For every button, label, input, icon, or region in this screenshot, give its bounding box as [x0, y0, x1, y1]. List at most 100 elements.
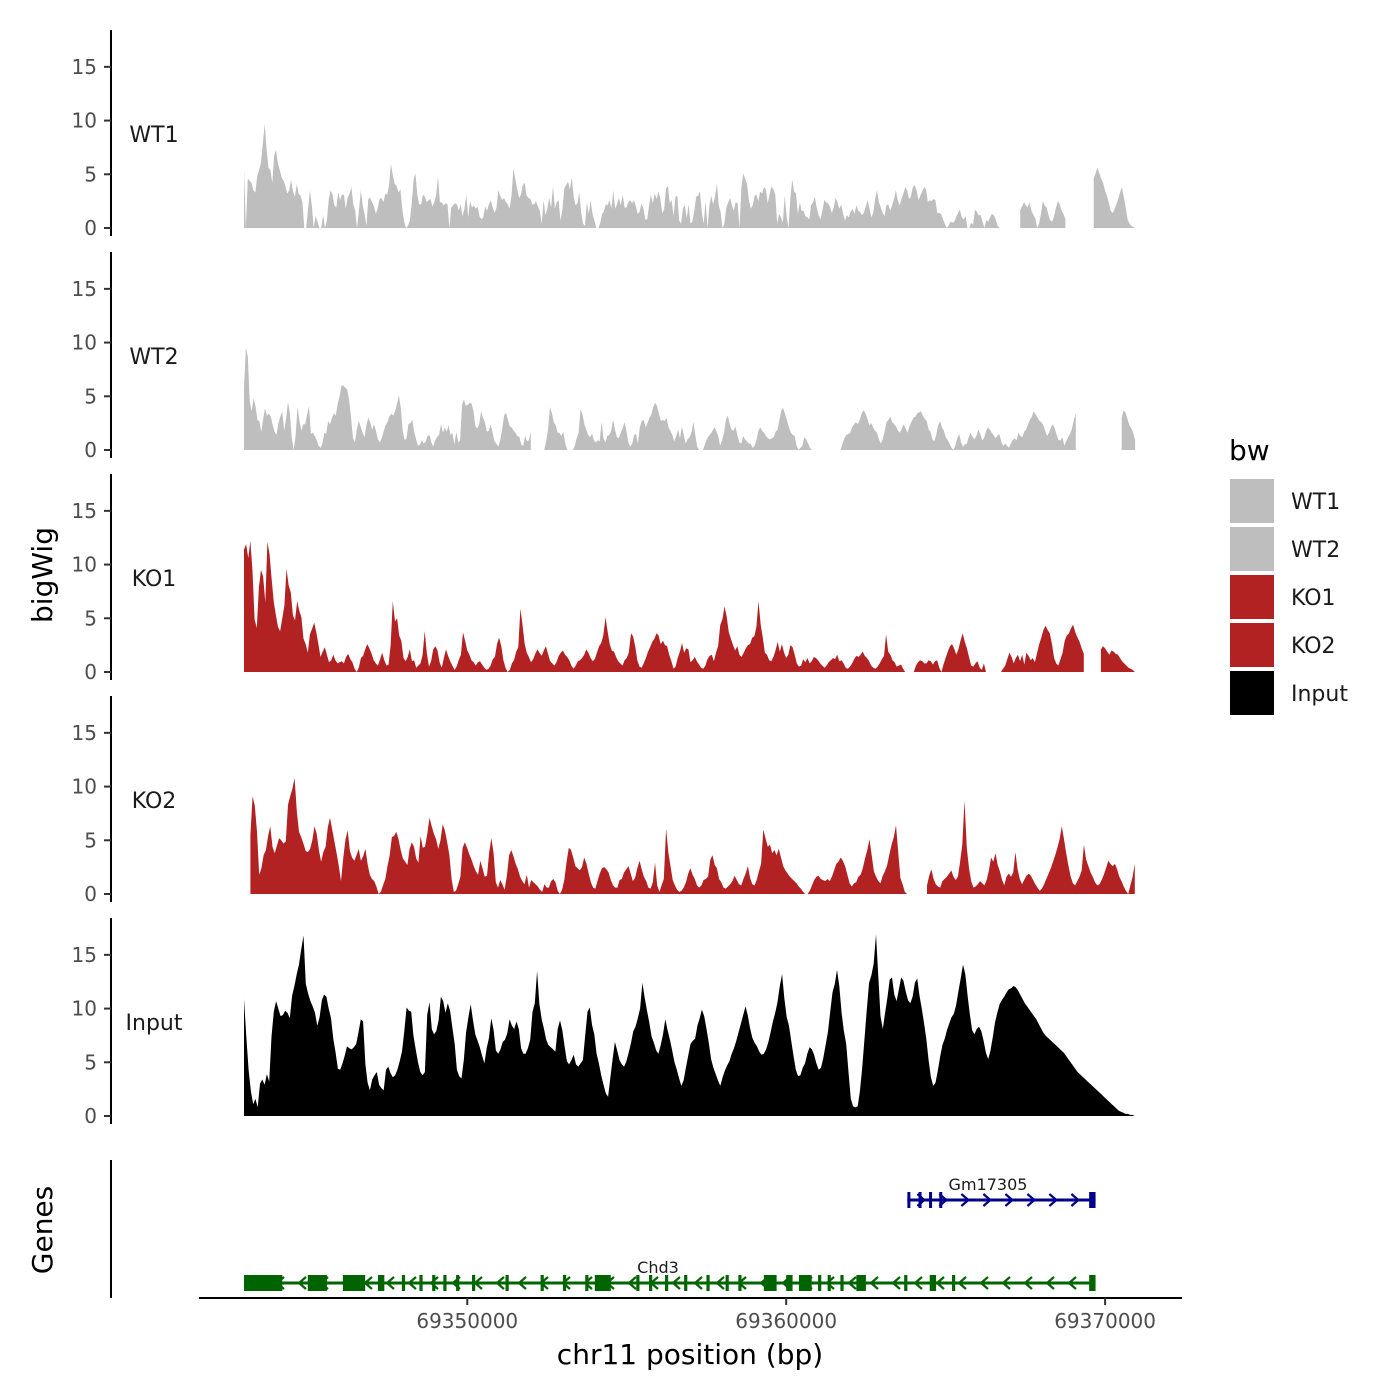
- legend-item-ko2: KO2: [1230, 623, 1336, 667]
- panel-label: KO2: [132, 789, 177, 814]
- legend-swatch: [1230, 527, 1274, 571]
- legend-item-ko1: KO1: [1230, 575, 1336, 619]
- y-tick-label: 5: [84, 1050, 97, 1074]
- strand-arrow: [825, 1276, 835, 1290]
- legend-item-wt2: WT2: [1230, 527, 1340, 571]
- strand-arrow: [1026, 1193, 1037, 1207]
- track-wt2: 0 5 10 15 WT2: [72, 252, 1136, 462]
- gene-exon: [307, 1275, 327, 1291]
- legend-swatch: [1230, 479, 1274, 523]
- y-tick-label: 15: [72, 943, 97, 967]
- signal-tracks: 0 5 10 15 WT1 0 5 10 15 WT2 0 5 10 15 KO1 0 5 10 15 KO2 0 5 10…: [72, 30, 1136, 1128]
- gene-gm17305: Gm17305: [907, 1175, 1096, 1208]
- y-tick-label: 0: [84, 882, 97, 906]
- gene-exon: [1089, 1275, 1096, 1291]
- signal-area-wt2: [244, 347, 1136, 450]
- track-input: 0 5 10 15 Input: [72, 918, 1135, 1128]
- gene-exon: [952, 1275, 956, 1291]
- y-axis-title: bigWig: [26, 527, 59, 623]
- panel-label: WT1: [129, 123, 178, 148]
- track-ko1: 0 5 10 15 KO1: [72, 474, 1135, 684]
- strand-arrow: [297, 1276, 307, 1290]
- gene-exon: [649, 1275, 653, 1291]
- strand-arrow: [671, 1276, 681, 1290]
- y-tick-label: 10: [72, 553, 97, 577]
- strand-arrow: [583, 1276, 593, 1290]
- legend-label: WT2: [1291, 538, 1340, 563]
- gene-exon: [918, 1192, 922, 1208]
- gene-exon: [818, 1275, 822, 1291]
- strand-arrow: [957, 1276, 967, 1290]
- gene-exon: [401, 1275, 406, 1291]
- strand-arrow: [1070, 1193, 1081, 1207]
- y-tick-label: 5: [84, 162, 97, 186]
- legend-swatch: [1230, 623, 1274, 667]
- gene-exon: [562, 1275, 567, 1291]
- gene-exon: [636, 1275, 640, 1291]
- gene-exon: [472, 1275, 476, 1291]
- y-tick-label: 0: [84, 1104, 97, 1128]
- strand-arrow: [407, 1276, 417, 1290]
- strand-arrow: [385, 1276, 395, 1290]
- y-tick-label: 15: [72, 499, 97, 523]
- legend-swatch: [1230, 671, 1274, 715]
- gene-exon: [827, 1275, 831, 1291]
- gene-exon: [377, 1275, 385, 1291]
- gene-exon: [840, 1275, 844, 1291]
- gene-exon: [725, 1275, 729, 1291]
- strand-arrow: [960, 1193, 971, 1207]
- signal-area-input: [244, 934, 1135, 1116]
- strand-arrow: [1045, 1276, 1055, 1290]
- strand-arrow: [627, 1276, 637, 1290]
- gene-exon: [540, 1275, 544, 1291]
- y-tick-label: 15: [72, 277, 97, 301]
- strand-arrow: [935, 1276, 945, 1290]
- strand-arrow: [429, 1276, 439, 1290]
- gene-exon: [456, 1275, 460, 1291]
- gene-chd3: Chd3: [244, 1258, 1096, 1291]
- legend-label: KO1: [1291, 586, 1336, 611]
- signal-area-ko2: [250, 778, 1135, 894]
- strand-arrow: [847, 1276, 857, 1290]
- gene-exon: [706, 1275, 710, 1291]
- legend-item-input: Input: [1230, 671, 1348, 715]
- gene-exon: [738, 1275, 742, 1291]
- signal-area-wt1: [244, 123, 1136, 228]
- strand-arrow: [1067, 1276, 1077, 1290]
- legend-label: KO2: [1291, 634, 1336, 659]
- gene-exon: [798, 1275, 812, 1291]
- gene-exon: [1089, 1192, 1096, 1208]
- y-tick-label: 10: [72, 997, 97, 1021]
- gene-label: Gm17305: [949, 1175, 1028, 1194]
- y-tick-label: 15: [72, 721, 97, 745]
- x-axis-title: chr11 position (bp): [557, 1338, 823, 1371]
- gene-exon: [585, 1275, 589, 1291]
- gene-exon: [929, 1275, 937, 1291]
- x-tick-label: 69370000: [1054, 1309, 1156, 1333]
- gene-track: Gm17305 Chd3: [110, 1160, 1096, 1298]
- gene-exon: [929, 1192, 933, 1208]
- gene-exon: [244, 1275, 283, 1291]
- signal-area-ko1: [244, 540, 1135, 672]
- strand-arrow: [913, 1276, 923, 1290]
- gene-exon: [342, 1275, 366, 1291]
- legend: bw WT1 WT2 KO1 KO2 Input: [1229, 434, 1348, 715]
- y-tick-label: 0: [84, 438, 97, 462]
- x-tick-label: 69360000: [735, 1309, 837, 1333]
- legend-swatch: [1230, 575, 1274, 619]
- strand-arrow: [517, 1276, 527, 1290]
- gene-exon: [904, 1275, 908, 1291]
- strand-arrow: [1004, 1193, 1015, 1207]
- y-tick-label: 15: [72, 55, 97, 79]
- y-tick-label: 0: [84, 216, 97, 240]
- y-tick-label: 10: [72, 109, 97, 133]
- gene-exon: [907, 1192, 911, 1208]
- strand-arrow: [715, 1276, 725, 1290]
- panel-label: Input: [126, 1011, 183, 1036]
- genes-axis-title: Genes: [26, 1186, 59, 1274]
- gene-exon: [443, 1275, 447, 1291]
- strand-arrow: [979, 1276, 989, 1290]
- gene-exon: [684, 1275, 688, 1291]
- strand-arrow: [1023, 1276, 1033, 1290]
